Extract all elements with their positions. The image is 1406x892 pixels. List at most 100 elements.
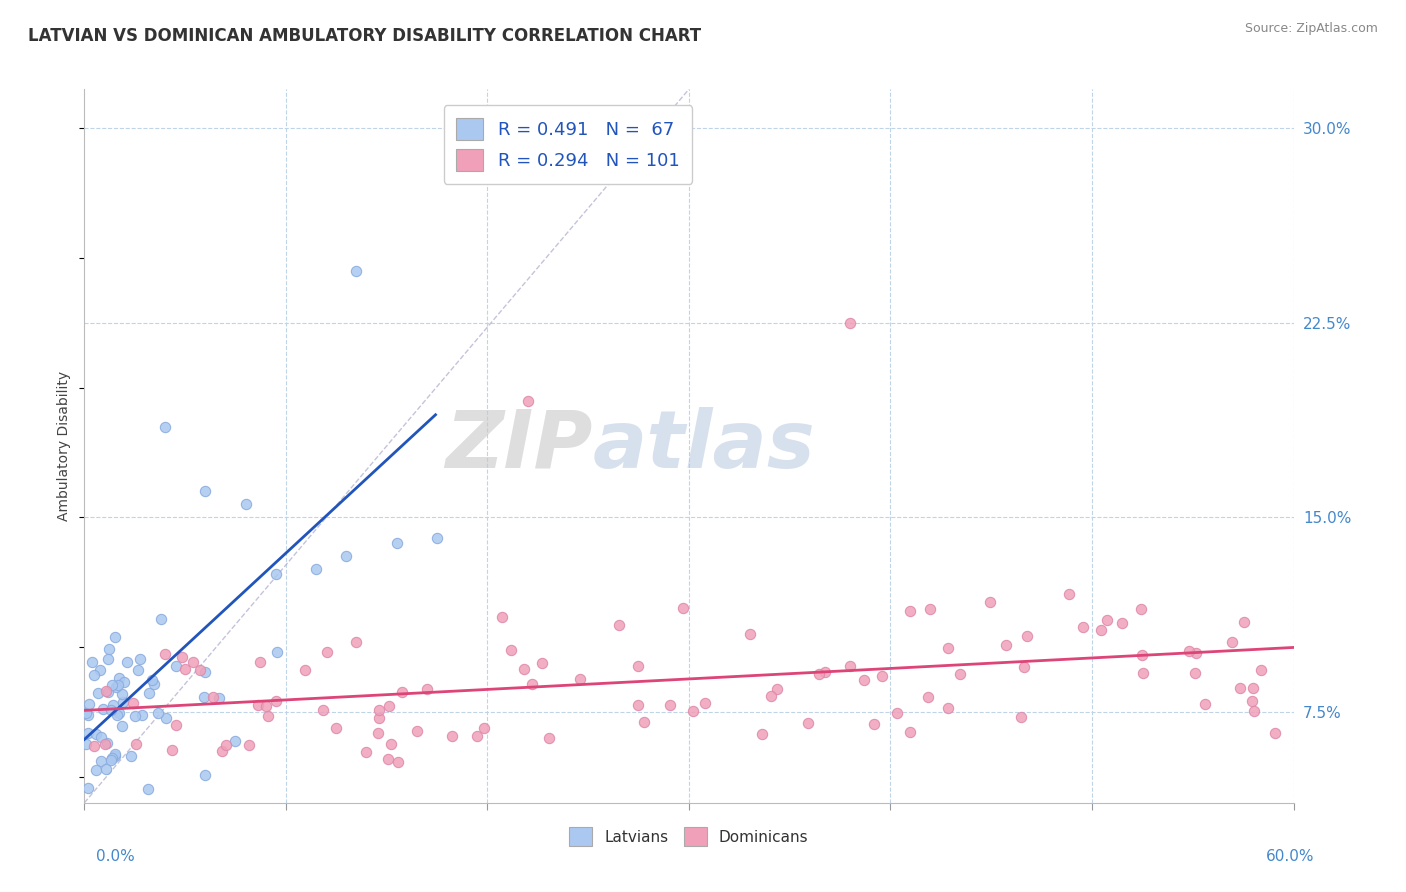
Point [138, 686, 160, 700]
Point [368, 704, 391, 718]
Legend: Latvians, Dominicans: Latvians, Dominicans [564, 822, 814, 852]
Point [100, 703, 122, 717]
Point [658, 698, 681, 713]
Point [886, 706, 908, 720]
Point [765, 681, 787, 696]
Point [406, 723, 429, 738]
Point [305, 562, 328, 576]
Point [162, 742, 184, 756]
Point [146, 706, 169, 720]
Point [738, 627, 761, 641]
Point [193, 690, 215, 705]
Point [751, 727, 773, 741]
Point [112, 675, 135, 690]
Point [105, 707, 128, 722]
Point [100, 753, 122, 767]
Point [76, 726, 98, 740]
Point [83, 668, 105, 682]
Point [194, 484, 217, 499]
Point [682, 704, 704, 718]
Point [839, 316, 862, 330]
Point [1015, 629, 1038, 643]
Point [936, 701, 959, 715]
Point [188, 663, 211, 677]
Point [354, 745, 377, 759]
Point [1057, 586, 1080, 600]
Point [254, 699, 277, 714]
Point [103, 698, 125, 713]
Point [530, 656, 553, 670]
Point [238, 738, 260, 752]
Point [672, 600, 695, 615]
Point [97, 651, 120, 665]
Point [104, 749, 127, 764]
Y-axis label: Ambulatory Disability: Ambulatory Disability [58, 371, 72, 521]
Point [224, 734, 246, 748]
Point [86, 763, 108, 777]
Point [108, 706, 131, 720]
Point [111, 719, 134, 733]
Point [627, 698, 650, 712]
Text: 60.0%: 60.0% [1267, 849, 1315, 863]
Point [208, 690, 231, 705]
Point [90, 754, 112, 768]
Point [120, 748, 142, 763]
Point [1090, 624, 1112, 638]
Point [378, 699, 401, 714]
Point [153, 419, 176, 434]
Point [131, 707, 153, 722]
Point [104, 630, 127, 644]
Point [294, 664, 316, 678]
Point [472, 721, 495, 735]
Point [426, 531, 449, 545]
Point [1014, 660, 1036, 674]
Text: atlas: atlas [592, 407, 815, 485]
Point [467, 729, 489, 743]
Point [127, 663, 149, 677]
Point [898, 725, 921, 739]
Point [979, 595, 1001, 609]
Point [90, 731, 112, 745]
Point [194, 768, 217, 782]
Point [838, 659, 860, 673]
Point [316, 645, 339, 659]
Point [266, 694, 288, 708]
Point [538, 731, 561, 745]
Point [1229, 681, 1251, 695]
Point [97, 685, 120, 699]
Point [75, 706, 97, 721]
Point [814, 665, 837, 679]
Point [96, 762, 118, 776]
Point [75, 737, 97, 751]
Point [918, 602, 941, 616]
Point [266, 645, 288, 659]
Point [108, 671, 131, 685]
Point [125, 737, 148, 751]
Point [1241, 681, 1264, 695]
Point [385, 536, 408, 550]
Point [516, 393, 538, 408]
Point [121, 696, 143, 710]
Point [1129, 602, 1152, 616]
Point [194, 665, 217, 679]
Point [607, 618, 630, 632]
Point [170, 650, 193, 665]
Point [415, 682, 437, 697]
Point [367, 726, 389, 740]
Point [1132, 665, 1154, 680]
Point [124, 708, 146, 723]
Text: LATVIAN VS DOMINICAN AMBULATORY DISABILITY CORRELATION CHART: LATVIAN VS DOMINICAN AMBULATORY DISABILI… [28, 27, 702, 45]
Point [1250, 663, 1272, 677]
Point [995, 638, 1018, 652]
Point [312, 703, 335, 717]
Point [96, 736, 118, 750]
Point [211, 744, 233, 758]
Point [1184, 666, 1206, 681]
Point [377, 752, 399, 766]
Point [938, 641, 960, 656]
Point [257, 709, 280, 723]
Point [870, 669, 893, 683]
Point [693, 696, 716, 710]
Point [368, 711, 391, 725]
Point [104, 747, 127, 761]
